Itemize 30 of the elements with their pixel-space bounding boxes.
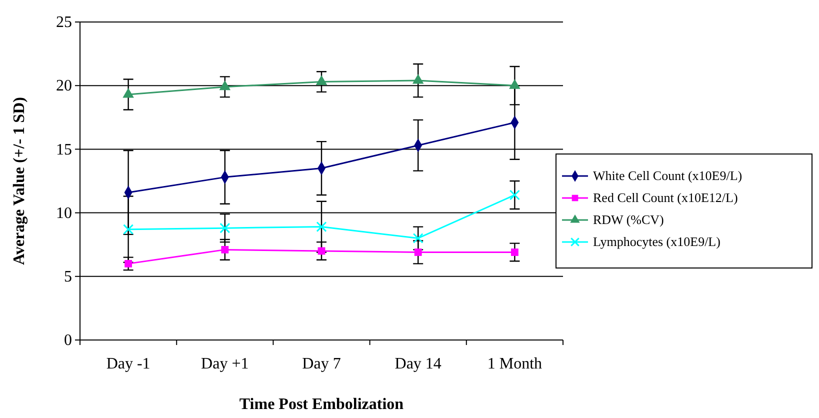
point (122, 88, 134, 98)
y-tick-label: 0 (64, 332, 72, 350)
point (316, 222, 327, 232)
point (220, 222, 230, 234)
y-axis-title: Average Value (+/- 1 SD) (11, 97, 28, 265)
x-axis-title: Time Post Embolization (239, 396, 404, 413)
point (510, 248, 518, 256)
legend-label: White Cell Count (x10E9/L) (593, 168, 742, 183)
point (221, 246, 229, 254)
point (123, 224, 134, 235)
y-tick-label: 10 (56, 204, 72, 222)
x-tick-label: Day 7 (302, 356, 341, 373)
x-tick-label: Day +1 (201, 356, 249, 373)
point (412, 232, 424, 244)
y-tick-label: 25 (56, 14, 72, 32)
legend-label: Lymphocytes (x10E9/L) (593, 234, 720, 249)
x-tick-label: Day 14 (394, 356, 442, 373)
x-tick-label: 1 Month (487, 356, 542, 373)
point (219, 80, 231, 90)
y-tick-label: 15 (56, 141, 72, 158)
legend-label: Red Cell Count (x10E12/L) (593, 190, 738, 205)
y-tick-label: 20 (56, 78, 72, 95)
point (509, 190, 520, 200)
legend-label: RDW (%CV) (593, 212, 664, 227)
y-tick-label: 5 (64, 268, 72, 286)
point (414, 248, 422, 256)
point (509, 79, 520, 89)
x-tick-label: Day -1 (106, 356, 150, 373)
point (412, 74, 424, 84)
point (316, 75, 328, 86)
